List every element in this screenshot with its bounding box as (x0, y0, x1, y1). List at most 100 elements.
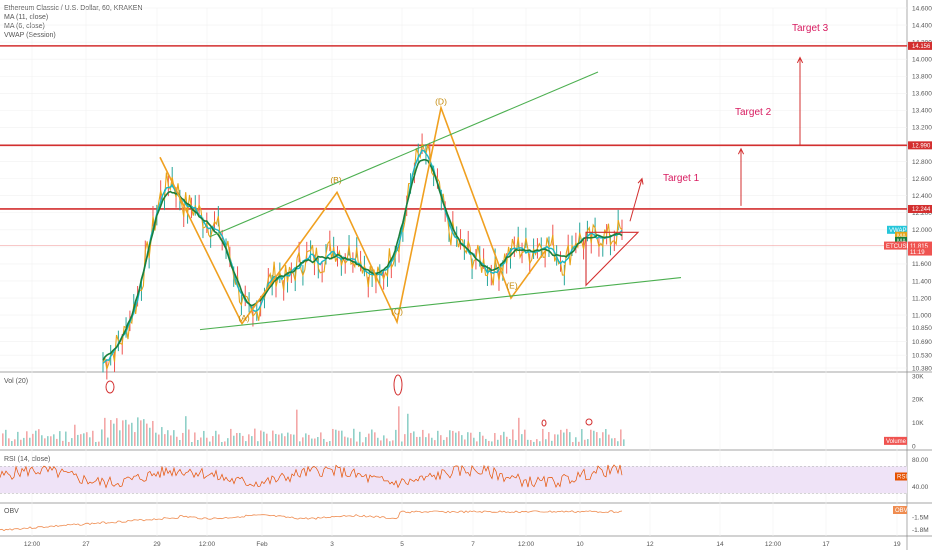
level-tag-label: 12.244 (912, 207, 931, 213)
volume-bar (77, 434, 79, 446)
price-tick-label: 14.400 (912, 22, 932, 29)
volume-highlight (105, 380, 115, 394)
volume-bar (428, 433, 430, 446)
volume-bar (200, 437, 202, 446)
price-tag (895, 236, 907, 245)
volume-bar (122, 420, 124, 446)
time-tick-label: 17 (822, 541, 830, 548)
volume-bar (287, 432, 289, 446)
volume-bar (494, 433, 496, 446)
volume-bar (497, 439, 499, 446)
wave-label: (A) (238, 313, 250, 323)
volume-bar (128, 424, 130, 446)
volume-bar (314, 438, 316, 446)
volume-bar (578, 441, 580, 446)
volume-bar (455, 432, 457, 446)
volume-bar (395, 429, 397, 446)
volume-bar (560, 429, 562, 446)
price-tick-label: 11.600 (912, 261, 932, 268)
volume-bar (359, 431, 361, 446)
volume-bar (590, 429, 592, 446)
volume-bar (623, 439, 625, 446)
volume-bar (278, 434, 280, 446)
volume-bar (32, 433, 34, 446)
volume-bar (206, 437, 208, 446)
volume-bar (161, 427, 163, 446)
volume-bar (197, 440, 199, 446)
volume-bar (74, 424, 76, 446)
price-tag-label: ETCUSD (886, 244, 911, 250)
volume-bar (317, 437, 319, 446)
price-tick-label: 11.000 (912, 312, 932, 319)
price-tick-label: 13.400 (912, 108, 932, 115)
volume-bar (410, 432, 412, 446)
price-tick-label: 12.800 (912, 159, 932, 166)
volume-bar (323, 438, 325, 446)
wave-label: (C) (391, 306, 403, 316)
volume-bar (581, 429, 583, 446)
volume-bar (215, 430, 217, 446)
time-tick-label: 5 (400, 541, 404, 548)
volume-bar (38, 429, 40, 446)
time-tick-label: 12 (646, 541, 654, 548)
obv-tick-label: -1.5M (912, 515, 929, 522)
volume-bar (587, 439, 589, 446)
volume-bar (56, 438, 58, 446)
level-tag-label: 12.990 (912, 144, 931, 150)
target-2-label: Target 2 (735, 107, 772, 118)
target-2-arrow-head (737, 147, 745, 155)
volume-bar (17, 431, 19, 446)
volume-bar (11, 441, 13, 446)
price-tick-label: 12.400 (912, 193, 932, 200)
volume-bar (158, 434, 160, 446)
volume-bar (386, 438, 388, 446)
volume-bar (374, 432, 376, 446)
volume-bar (173, 430, 175, 446)
volume-bar (224, 441, 226, 446)
volume-highlight (541, 419, 547, 427)
volume-bar (575, 437, 577, 446)
volume-bar (527, 439, 529, 446)
volume-bar (482, 435, 484, 446)
wave-pattern (159, 104, 546, 326)
volume-legend: Vol (20) (4, 378, 29, 385)
volume-highlight (585, 418, 593, 426)
volume-bar (437, 430, 439, 446)
volume-bar (305, 433, 307, 446)
volume-bar (452, 430, 454, 446)
volume-bar (125, 419, 127, 446)
volume-bar (491, 441, 493, 446)
volume-bar (548, 432, 550, 446)
rsi-tick-label: 40.00 (912, 484, 929, 491)
target-1-arrow (629, 178, 643, 222)
wave-label: (B) (330, 175, 342, 185)
price-tag-label: 11:19 (910, 250, 925, 256)
volume-bar (293, 434, 295, 446)
obv-line (0, 510, 623, 532)
indicator-vwap: VWAP (Session) (4, 32, 56, 39)
volume-bar (185, 416, 187, 446)
volume-bar (347, 437, 349, 446)
time-tick-label: 10 (576, 541, 584, 548)
volume-bar (461, 435, 463, 446)
volume-bar (446, 437, 448, 446)
volume-bar (338, 430, 340, 446)
volume-bar (557, 434, 559, 446)
volume-bar (599, 438, 601, 446)
volume-bar (89, 437, 91, 446)
volume-bar (566, 428, 568, 446)
volume-bar (617, 441, 619, 446)
volume-bar (209, 441, 211, 446)
target-1-arrow-head (637, 177, 644, 185)
volume-bar (176, 436, 178, 446)
volume-bar (107, 437, 109, 446)
volume-bar (458, 431, 460, 446)
price-tick-label: 10.850 (912, 325, 932, 332)
volume-bar (518, 417, 520, 446)
price-tag (908, 247, 932, 256)
price-tick-label: 13.200 (912, 125, 932, 132)
volume-bar (8, 438, 10, 446)
volume-highlight (393, 374, 403, 396)
volume-badge-label: Volume (886, 439, 907, 445)
